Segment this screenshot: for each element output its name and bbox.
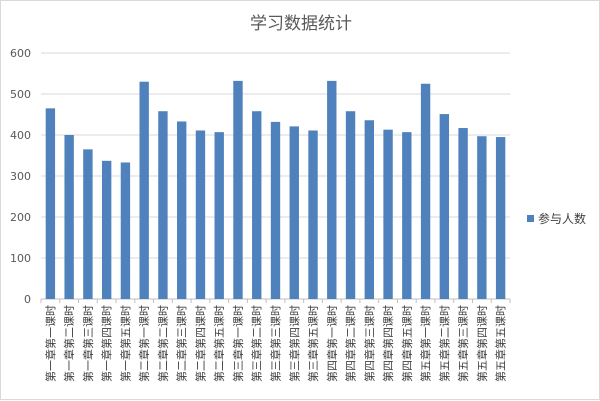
category-label: 第二章第一课时 <box>137 305 151 382</box>
bar <box>477 136 487 299</box>
bar <box>439 114 450 299</box>
category-label: 第四章第四课时 <box>381 305 395 382</box>
category-label: 第二章第五课时 <box>212 305 226 382</box>
chart-title: 学习数据统计 <box>250 14 352 34</box>
category-label: 第二章第二课时 <box>156 305 170 382</box>
bar <box>420 83 431 299</box>
category-label: 第五章第四课时 <box>475 305 489 382</box>
category-label: 第三章第三课时 <box>269 305 283 382</box>
y-tick-label: 200 <box>10 211 31 224</box>
bar <box>233 80 243 299</box>
bar <box>101 160 112 299</box>
bar <box>177 121 187 299</box>
bars <box>45 80 506 300</box>
bar <box>139 81 149 299</box>
bar <box>252 111 262 299</box>
category-label: 第三章第四课时 <box>287 305 301 382</box>
y-tick-label: 500 <box>10 88 31 101</box>
legend-swatch <box>527 215 534 222</box>
bar <box>345 111 356 299</box>
category-label: 第五章第三课时 <box>456 305 470 382</box>
category-label: 第二章第三课时 <box>175 305 189 382</box>
category-label: 第五章第五课时 <box>494 305 508 382</box>
y-tick-label: 0 <box>24 293 31 306</box>
bar <box>83 149 93 299</box>
bar <box>64 135 74 299</box>
bar <box>289 126 299 299</box>
category-label: 第二章第四课时 <box>193 305 207 382</box>
bar <box>308 130 318 299</box>
category-label: 第一章第四课时 <box>100 305 114 382</box>
bar <box>383 129 393 299</box>
category-label: 第三章第二课时 <box>250 305 264 382</box>
legend: 参与人数 <box>527 211 586 226</box>
category-label: 第三章第五课时 <box>306 305 320 382</box>
bar <box>364 120 374 300</box>
bar <box>45 108 56 299</box>
category-labels: 第一章第一课时 第一章第二课时 第一章第三课时 第一章第四课时 第一章第五课时 第二章第一… <box>43 305 507 382</box>
axes: 0 100 200 300 400 500 600 <box>10 47 511 306</box>
bar <box>327 80 337 299</box>
category-label: 第一章第三课时 <box>81 305 95 382</box>
category-label: 第一章第五课时 <box>118 305 132 382</box>
y-tick-label: 600 <box>10 47 31 60</box>
y-tick-label: 300 <box>10 170 31 183</box>
y-tick-label: 400 <box>10 129 31 142</box>
category-label: 第一章第一课时 <box>43 305 57 382</box>
bar <box>458 128 468 299</box>
bar <box>158 111 168 299</box>
category-label: 第四章第五课时 <box>400 305 414 382</box>
y-tick-label: 100 <box>10 252 31 265</box>
category-label: 第五章第一课时 <box>419 305 433 382</box>
bar <box>402 132 412 299</box>
category-label: 第五章第二课时 <box>437 305 451 382</box>
bar <box>270 121 281 299</box>
legend-label: 参与人数 <box>538 211 586 226</box>
bar <box>120 162 131 299</box>
category-label: 第四章第二课时 <box>344 305 358 382</box>
bar <box>495 137 506 299</box>
category-label: 第三章第一课时 <box>231 305 245 382</box>
category-label: 第一章第二课时 <box>62 305 76 382</box>
bar <box>195 130 206 299</box>
category-label: 第四章第一课时 <box>325 305 339 382</box>
category-label: 第四章第三课时 <box>362 305 376 382</box>
bar <box>214 132 224 299</box>
